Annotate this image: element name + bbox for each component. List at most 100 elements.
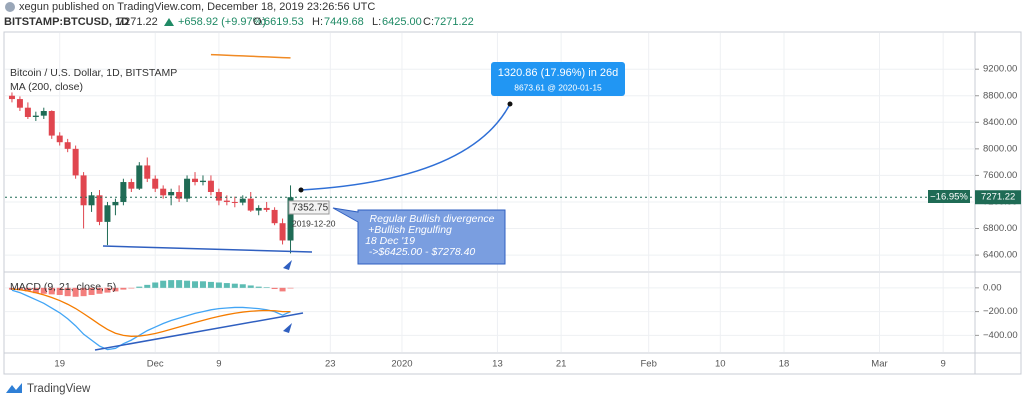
symbol: BITSTAMP:BTCUSD, 1D xyxy=(4,16,129,28)
x-tick-label: Dec xyxy=(147,359,164,370)
tooltip-price: 7352.75 xyxy=(292,203,329,214)
candle-body xyxy=(199,180,206,183)
x-tick-label: 13 xyxy=(492,359,503,370)
histogram-bar xyxy=(176,280,183,288)
note-line: +Bullish Engulfing xyxy=(368,224,452,236)
x-tick-label: Mar xyxy=(871,359,887,370)
y-tick-label: 8800.00 xyxy=(983,90,1017,101)
x-tick-label: 9 xyxy=(941,359,946,370)
macd-title: MACD (9, 21, close, 5) xyxy=(10,281,116,293)
histogram-bar xyxy=(64,287,71,297)
histogram-bar xyxy=(88,287,95,295)
x-tick-label: 19 xyxy=(54,359,65,370)
candle-body xyxy=(8,95,15,100)
histogram-bar xyxy=(136,286,143,288)
y-tick-label: 0.00 xyxy=(983,282,1002,293)
candle-body xyxy=(88,195,95,206)
candle-body xyxy=(48,111,55,136)
change-badge-text: −16.95% xyxy=(930,192,968,203)
candle-body xyxy=(263,207,270,210)
histogram-bar xyxy=(271,287,278,290)
support-trendline xyxy=(102,245,313,253)
candle-body xyxy=(104,205,111,222)
arrow-marker xyxy=(283,323,292,333)
y-tick-label: 6400.00 xyxy=(983,250,1017,261)
candle-body xyxy=(160,188,167,196)
ohlc-value: 7449.68 xyxy=(324,16,364,28)
ohlc-label: H: xyxy=(312,16,323,28)
projection-box xyxy=(491,62,625,96)
candle-body xyxy=(207,180,214,193)
y-tick-label: 6800.00 xyxy=(983,223,1017,234)
x-tick-label: 18 xyxy=(779,359,790,370)
ohlc-label: O: xyxy=(253,16,265,28)
ma-line xyxy=(210,53,291,59)
candle-body xyxy=(112,201,119,206)
histogram-bar xyxy=(255,286,262,288)
ohlc-value: 6619.53 xyxy=(264,16,304,28)
macd-line xyxy=(11,289,291,351)
up-arrow xyxy=(164,18,174,26)
histogram-bar xyxy=(207,281,214,288)
change-badge xyxy=(928,190,970,203)
histogram-bar xyxy=(152,282,159,288)
histogram-bar xyxy=(160,280,167,288)
ohlc-value: 7271.22 xyxy=(434,16,474,28)
x-tick-label: 9 xyxy=(216,359,221,370)
tooltip-date: 2019-12-20 xyxy=(292,218,336,228)
candle-body xyxy=(72,148,79,176)
last-price-label: 7271.22 xyxy=(981,192,1015,203)
y-tick-label: 9200.00 xyxy=(983,64,1017,75)
candle-body xyxy=(152,178,159,189)
candle-body xyxy=(239,198,246,203)
histogram-bar xyxy=(40,287,47,294)
x-tick-label: 2020 xyxy=(391,359,412,370)
macd-line xyxy=(11,288,291,337)
projection-detail: 8673.61 @ 2020-01-15 xyxy=(514,82,602,92)
histogram-bar xyxy=(72,287,79,297)
projection-end xyxy=(507,101,513,107)
ohlc-label: C: xyxy=(423,16,434,28)
candle-body xyxy=(255,207,262,211)
x-tick-label: 10 xyxy=(715,359,726,370)
candle-body xyxy=(271,209,278,224)
candle-body xyxy=(120,182,127,202)
ohlc-label: L: xyxy=(372,16,381,28)
candle-body xyxy=(80,175,87,206)
histogram-bar xyxy=(128,287,135,289)
candle-body xyxy=(184,178,191,199)
histogram-bar xyxy=(239,284,246,288)
histogram-bar xyxy=(247,285,254,288)
y-tick-label: 8400.00 xyxy=(983,117,1017,128)
note-line: 18 Dec '19 xyxy=(365,235,415,247)
histogram-bar xyxy=(16,287,23,291)
histogram-bar xyxy=(120,287,127,290)
histogram-bar xyxy=(192,281,199,288)
ohlc-value: 6425.00 xyxy=(382,16,422,28)
last-price-badge xyxy=(975,190,1021,205)
histogram-bar xyxy=(287,287,294,289)
footer-brand: TradingView xyxy=(27,383,91,395)
y-tick-label: −200.00 xyxy=(983,306,1018,317)
candle-body xyxy=(176,192,183,199)
candle-body xyxy=(136,165,143,189)
y-tick-label: −400.00 xyxy=(983,330,1018,341)
histogram-bar xyxy=(80,287,87,297)
avatar xyxy=(5,2,15,12)
histogram-bar xyxy=(104,287,111,293)
chart-title: Bitcoin / U.S. Dollar, 1D, BITSTAMP xyxy=(10,67,177,79)
note-line: ->$6425.00 - $7278.40 xyxy=(369,246,476,258)
candle-body xyxy=(247,198,254,211)
x-tick-label: Feb xyxy=(640,359,656,370)
published-line: xegun published on TradingView.com, Dece… xyxy=(19,1,375,13)
logo xyxy=(6,383,22,393)
plot-layer: 19 Dec 9 23 2020 13 21 Feb 10 18 Mar 9 6400.00 6800.0… xyxy=(5,33,1021,370)
y-tick-label: 8000.00 xyxy=(983,143,1017,154)
candle-body xyxy=(168,192,175,196)
macd-trendline xyxy=(94,312,304,351)
candle-body xyxy=(231,201,238,203)
histogram-bar xyxy=(96,287,103,294)
histogram-bar xyxy=(223,283,230,288)
change: +658.92 (+9.97%) xyxy=(178,16,266,28)
y-tick-label: 7600.00 xyxy=(983,170,1017,181)
